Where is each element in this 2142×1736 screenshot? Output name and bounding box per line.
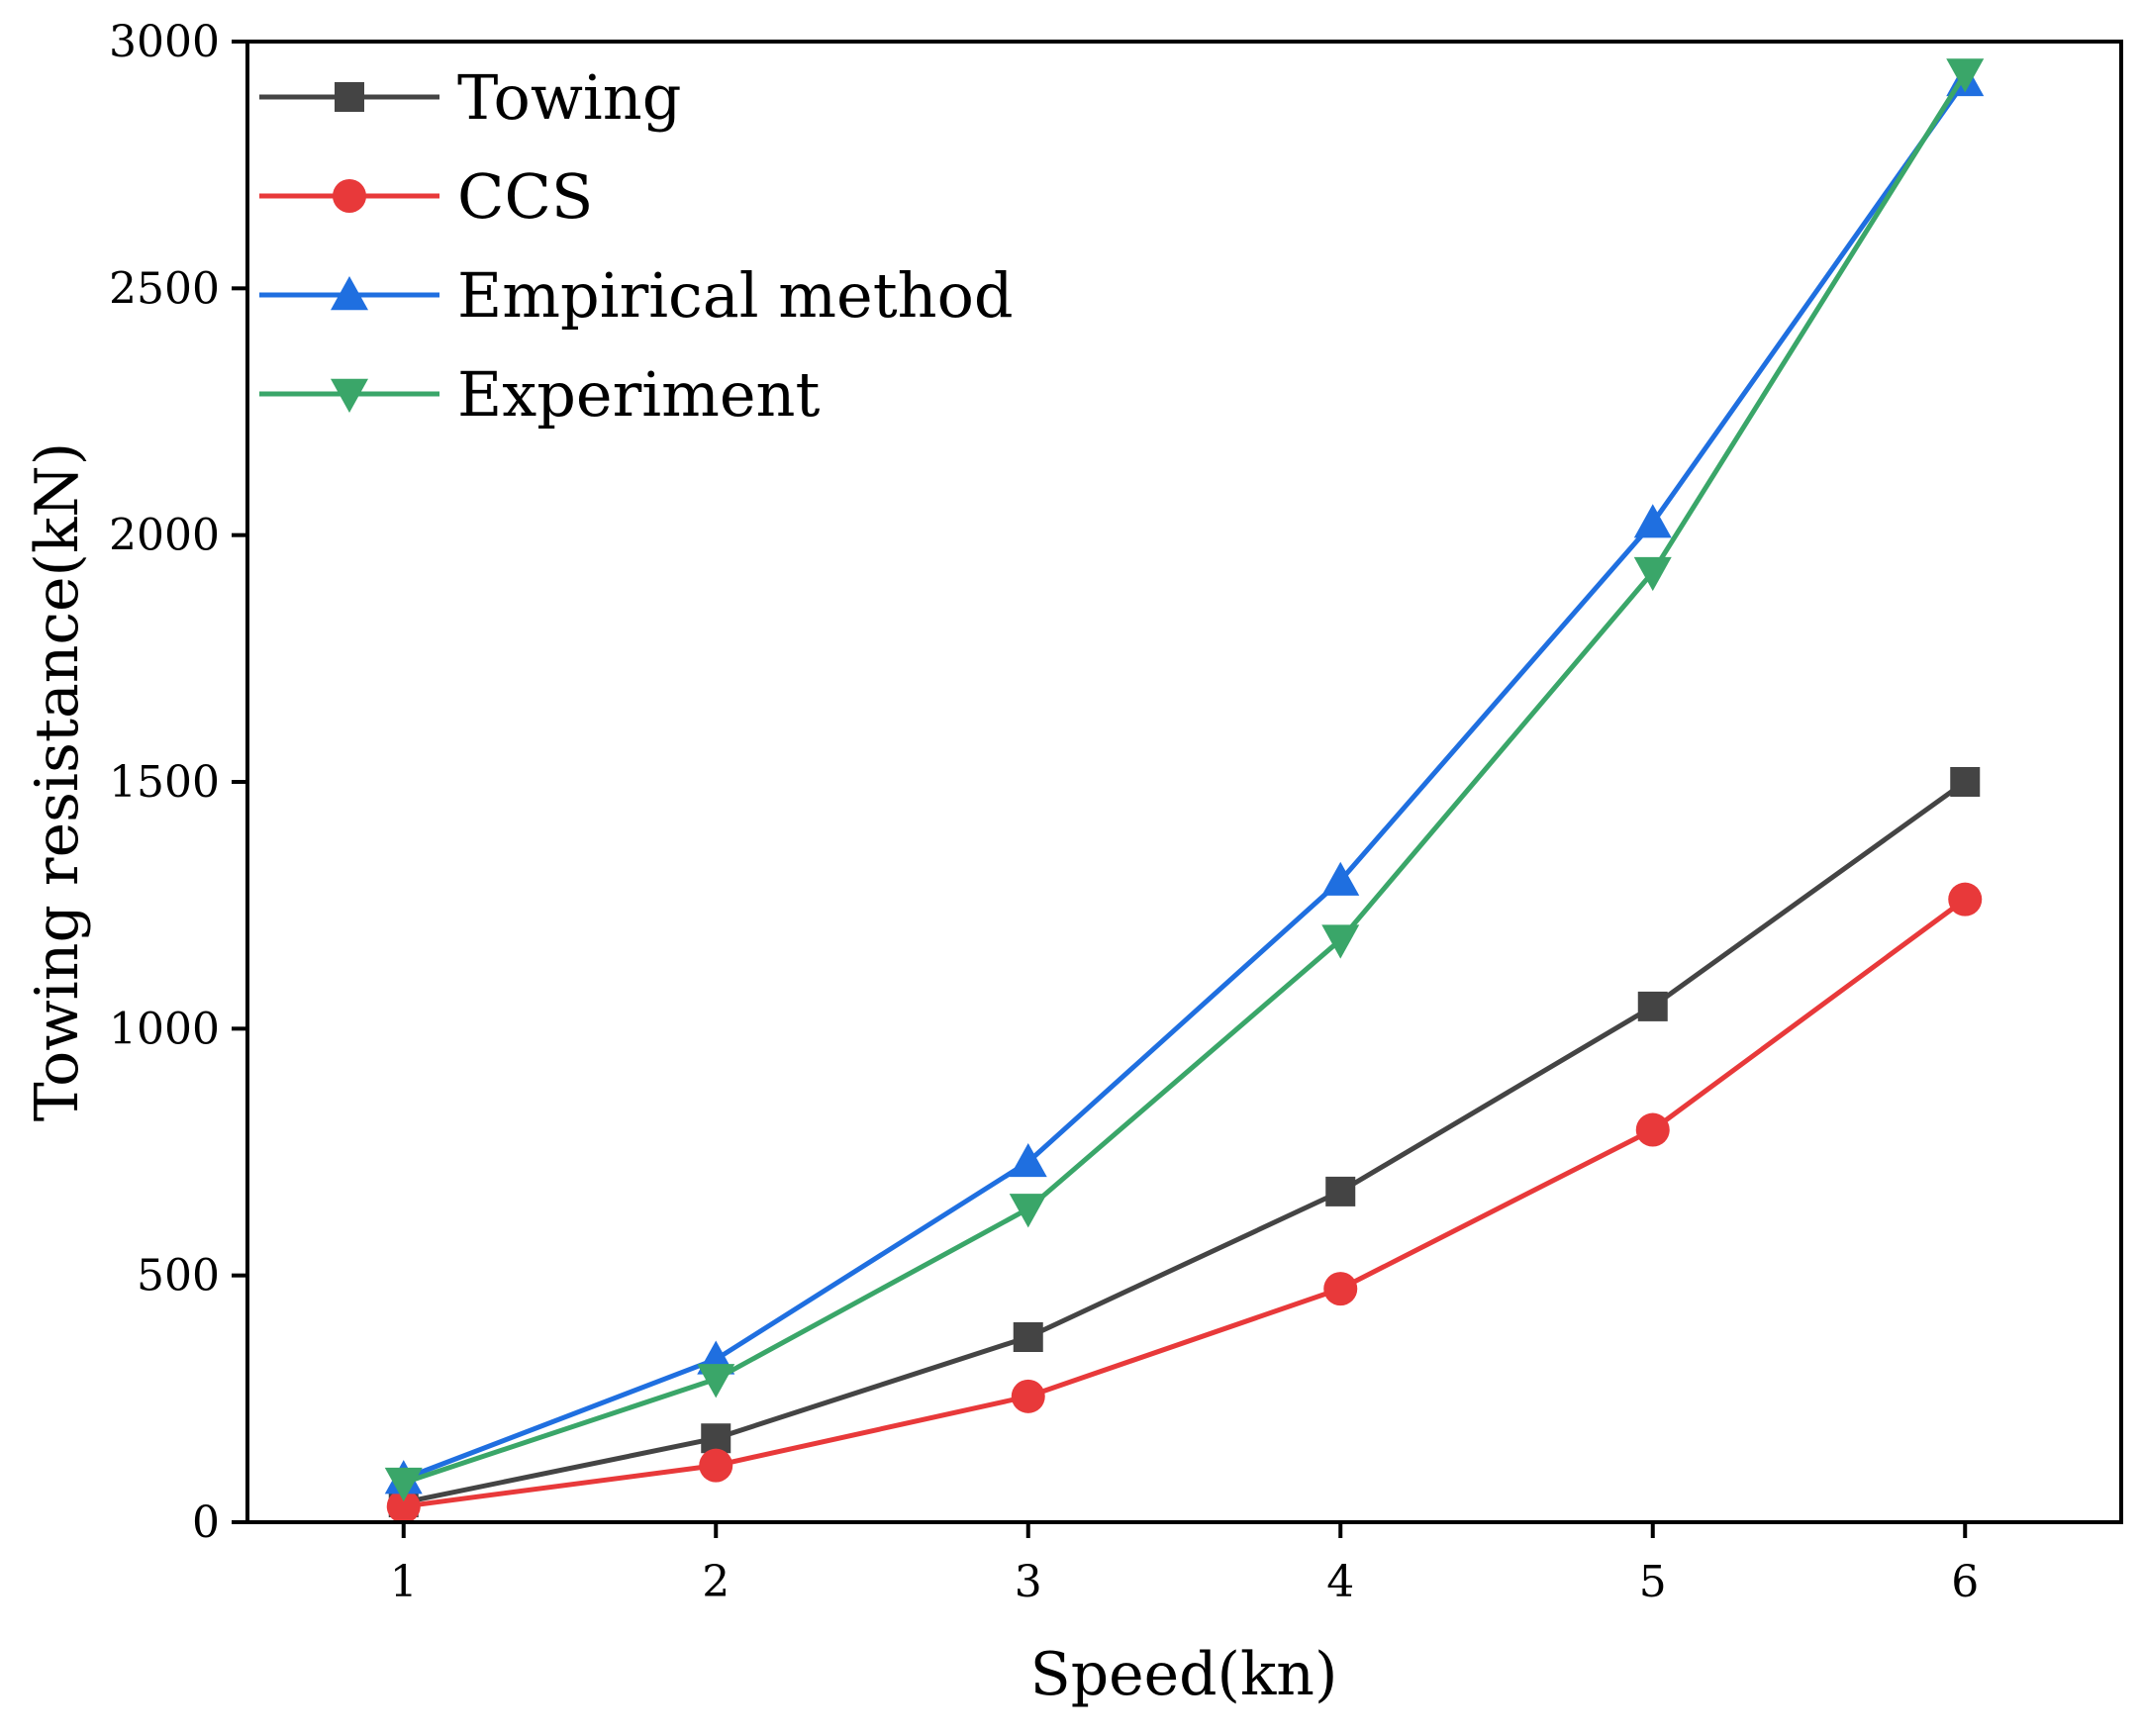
x-tick-label-3: 3 — [1015, 1557, 1042, 1607]
data-point-ccs-4 — [1323, 1272, 1358, 1306]
y-tick-label-1500: 1500 — [109, 757, 220, 808]
legend-item-ccs: CCS — [259, 160, 593, 233]
legend-item-experiment: Experiment — [259, 358, 820, 431]
series-ccs — [386, 882, 1983, 1524]
data-point-experiment-2 — [697, 1364, 735, 1398]
y-tick-label-2000: 2000 — [109, 511, 220, 561]
legend-label-experiment: Experiment — [457, 358, 820, 431]
legend-marker-empirical-method — [331, 276, 368, 311]
series-line-experiment — [402, 72, 1968, 1486]
data-point-experiment-5 — [1633, 556, 1672, 592]
data-point-experiment-1 — [384, 1467, 423, 1502]
y-tick-label-2500: 2500 — [109, 263, 220, 314]
y-axis-title: Towing resistance(kN) — [23, 442, 92, 1121]
axes-layer: 1 2 3 4 5 6 0 500 1000 1500 2000 2500 3000 — [109, 17, 1979, 1607]
x-tick-label-1: 1 — [390, 1557, 418, 1607]
marks-layer — [384, 58, 1985, 1524]
data-point-towing-3 — [1013, 1322, 1043, 1352]
data-point-towing-5 — [1637, 991, 1668, 1021]
data-point-towing-2 — [701, 1423, 731, 1454]
legend-item-empirical-method: Empirical method — [259, 259, 1014, 332]
y-tick-label-1000: 1000 — [109, 1004, 220, 1054]
data-point-experiment-4 — [1321, 924, 1360, 959]
data-point-ccs-3 — [1011, 1379, 1045, 1413]
y-tick-label-3000: 3000 — [109, 17, 220, 67]
x-tick-label-2: 2 — [702, 1557, 730, 1607]
series-towing — [388, 767, 1981, 1518]
y-tick-label-500: 500 — [137, 1251, 220, 1302]
x-axis-title: Speed(kn) — [1030, 1640, 1338, 1709]
series-line-towing — [403, 779, 1967, 1505]
legend-marker-ccs — [333, 179, 366, 213]
data-point-ccs-5 — [1635, 1112, 1670, 1147]
x-tick-label-6: 6 — [1951, 1557, 1979, 1607]
x-tick-label-5: 5 — [1639, 1557, 1667, 1607]
series-line-empirical-method — [402, 79, 1968, 1482]
data-point-empirical-method-4 — [1321, 861, 1360, 896]
legend-marker-towing — [335, 82, 364, 112]
series-experiment — [384, 58, 1985, 1502]
legend-label-towing: Towing — [457, 61, 681, 134]
data-point-empirical-method-5 — [1633, 504, 1672, 538]
data-point-towing-6 — [1950, 767, 1981, 797]
y-tick-label-0: 0 — [192, 1497, 220, 1548]
x-tick-label-4: 4 — [1326, 1557, 1354, 1607]
legend-label-empirical-method: Empirical method — [457, 259, 1014, 332]
data-point-towing-4 — [1325, 1176, 1356, 1206]
data-point-experiment-3 — [1009, 1194, 1047, 1228]
legend-item-towing: Towing — [259, 61, 681, 134]
data-point-ccs-6 — [1948, 882, 1983, 916]
data-point-ccs-1 — [386, 1490, 421, 1524]
legend-label-ccs: CCS — [457, 160, 593, 233]
data-point-ccs-2 — [699, 1448, 733, 1483]
data-point-experiment-6 — [1946, 58, 1985, 93]
data-point-empirical-method-3 — [1009, 1142, 1047, 1178]
legend: Towing CCS Empirical method Experiment — [259, 61, 1014, 431]
legend-marker-experiment — [331, 378, 368, 413]
series-line-ccs — [403, 897, 1967, 1509]
